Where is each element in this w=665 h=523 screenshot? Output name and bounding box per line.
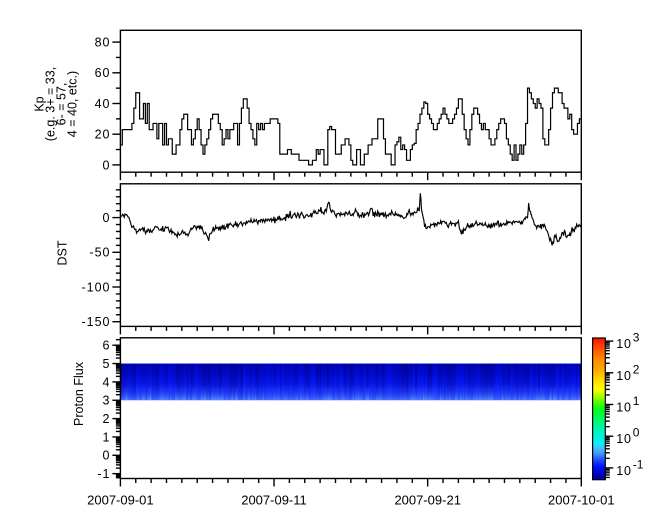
svg-text:-1: -1: [633, 457, 644, 471]
svg-text:2: 2: [633, 362, 640, 376]
svg-text:10: 10: [616, 401, 632, 415]
svg-text:10: 10: [616, 432, 632, 446]
svg-text:1: 1: [103, 430, 111, 444]
svg-text:0: 0: [103, 449, 111, 463]
svg-text:2: 2: [103, 412, 111, 426]
svg-text:2007-09-21: 2007-09-21: [394, 493, 461, 508]
svg-text:60: 60: [95, 66, 111, 80]
svg-text:-100: -100: [81, 280, 110, 294]
svg-text:10: 10: [616, 369, 632, 383]
svg-text:2007-10-01: 2007-10-01: [548, 493, 615, 508]
svg-text:5: 5: [103, 357, 111, 371]
svg-text:3: 3: [103, 394, 111, 408]
svg-text:6- = 57,: 6- = 57,: [55, 83, 69, 126]
svg-text:0: 0: [103, 211, 111, 225]
svg-text:20: 20: [95, 128, 111, 142]
svg-text:2007-09-11: 2007-09-11: [241, 493, 307, 508]
svg-text:4 = 40, etc.): 4 = 40, etc.): [66, 71, 80, 137]
svg-text:0: 0: [103, 158, 111, 172]
svg-text:6: 6: [103, 339, 111, 353]
svg-text:4: 4: [103, 375, 111, 389]
svg-text:80: 80: [95, 36, 111, 50]
svg-text:DST: DST: [56, 240, 70, 265]
svg-text:3: 3: [633, 331, 640, 345]
svg-text:-1: -1: [97, 467, 110, 481]
svg-text:Kp: Kp: [33, 96, 47, 111]
svg-text:-50: -50: [89, 246, 110, 260]
svg-text:Proton Flux: Proton Flux: [72, 361, 86, 426]
svg-text:-150: -150: [81, 315, 110, 329]
svg-text:40: 40: [95, 97, 111, 111]
svg-text:10: 10: [616, 464, 632, 478]
svg-text:1: 1: [633, 394, 640, 408]
svg-text:2007-09-01: 2007-09-01: [87, 493, 154, 508]
svg-text:0: 0: [633, 426, 640, 440]
svg-text:(e.g. 3+ = 33,: (e.g. 3+ = 33,: [44, 67, 58, 141]
svg-text:10: 10: [616, 337, 632, 351]
